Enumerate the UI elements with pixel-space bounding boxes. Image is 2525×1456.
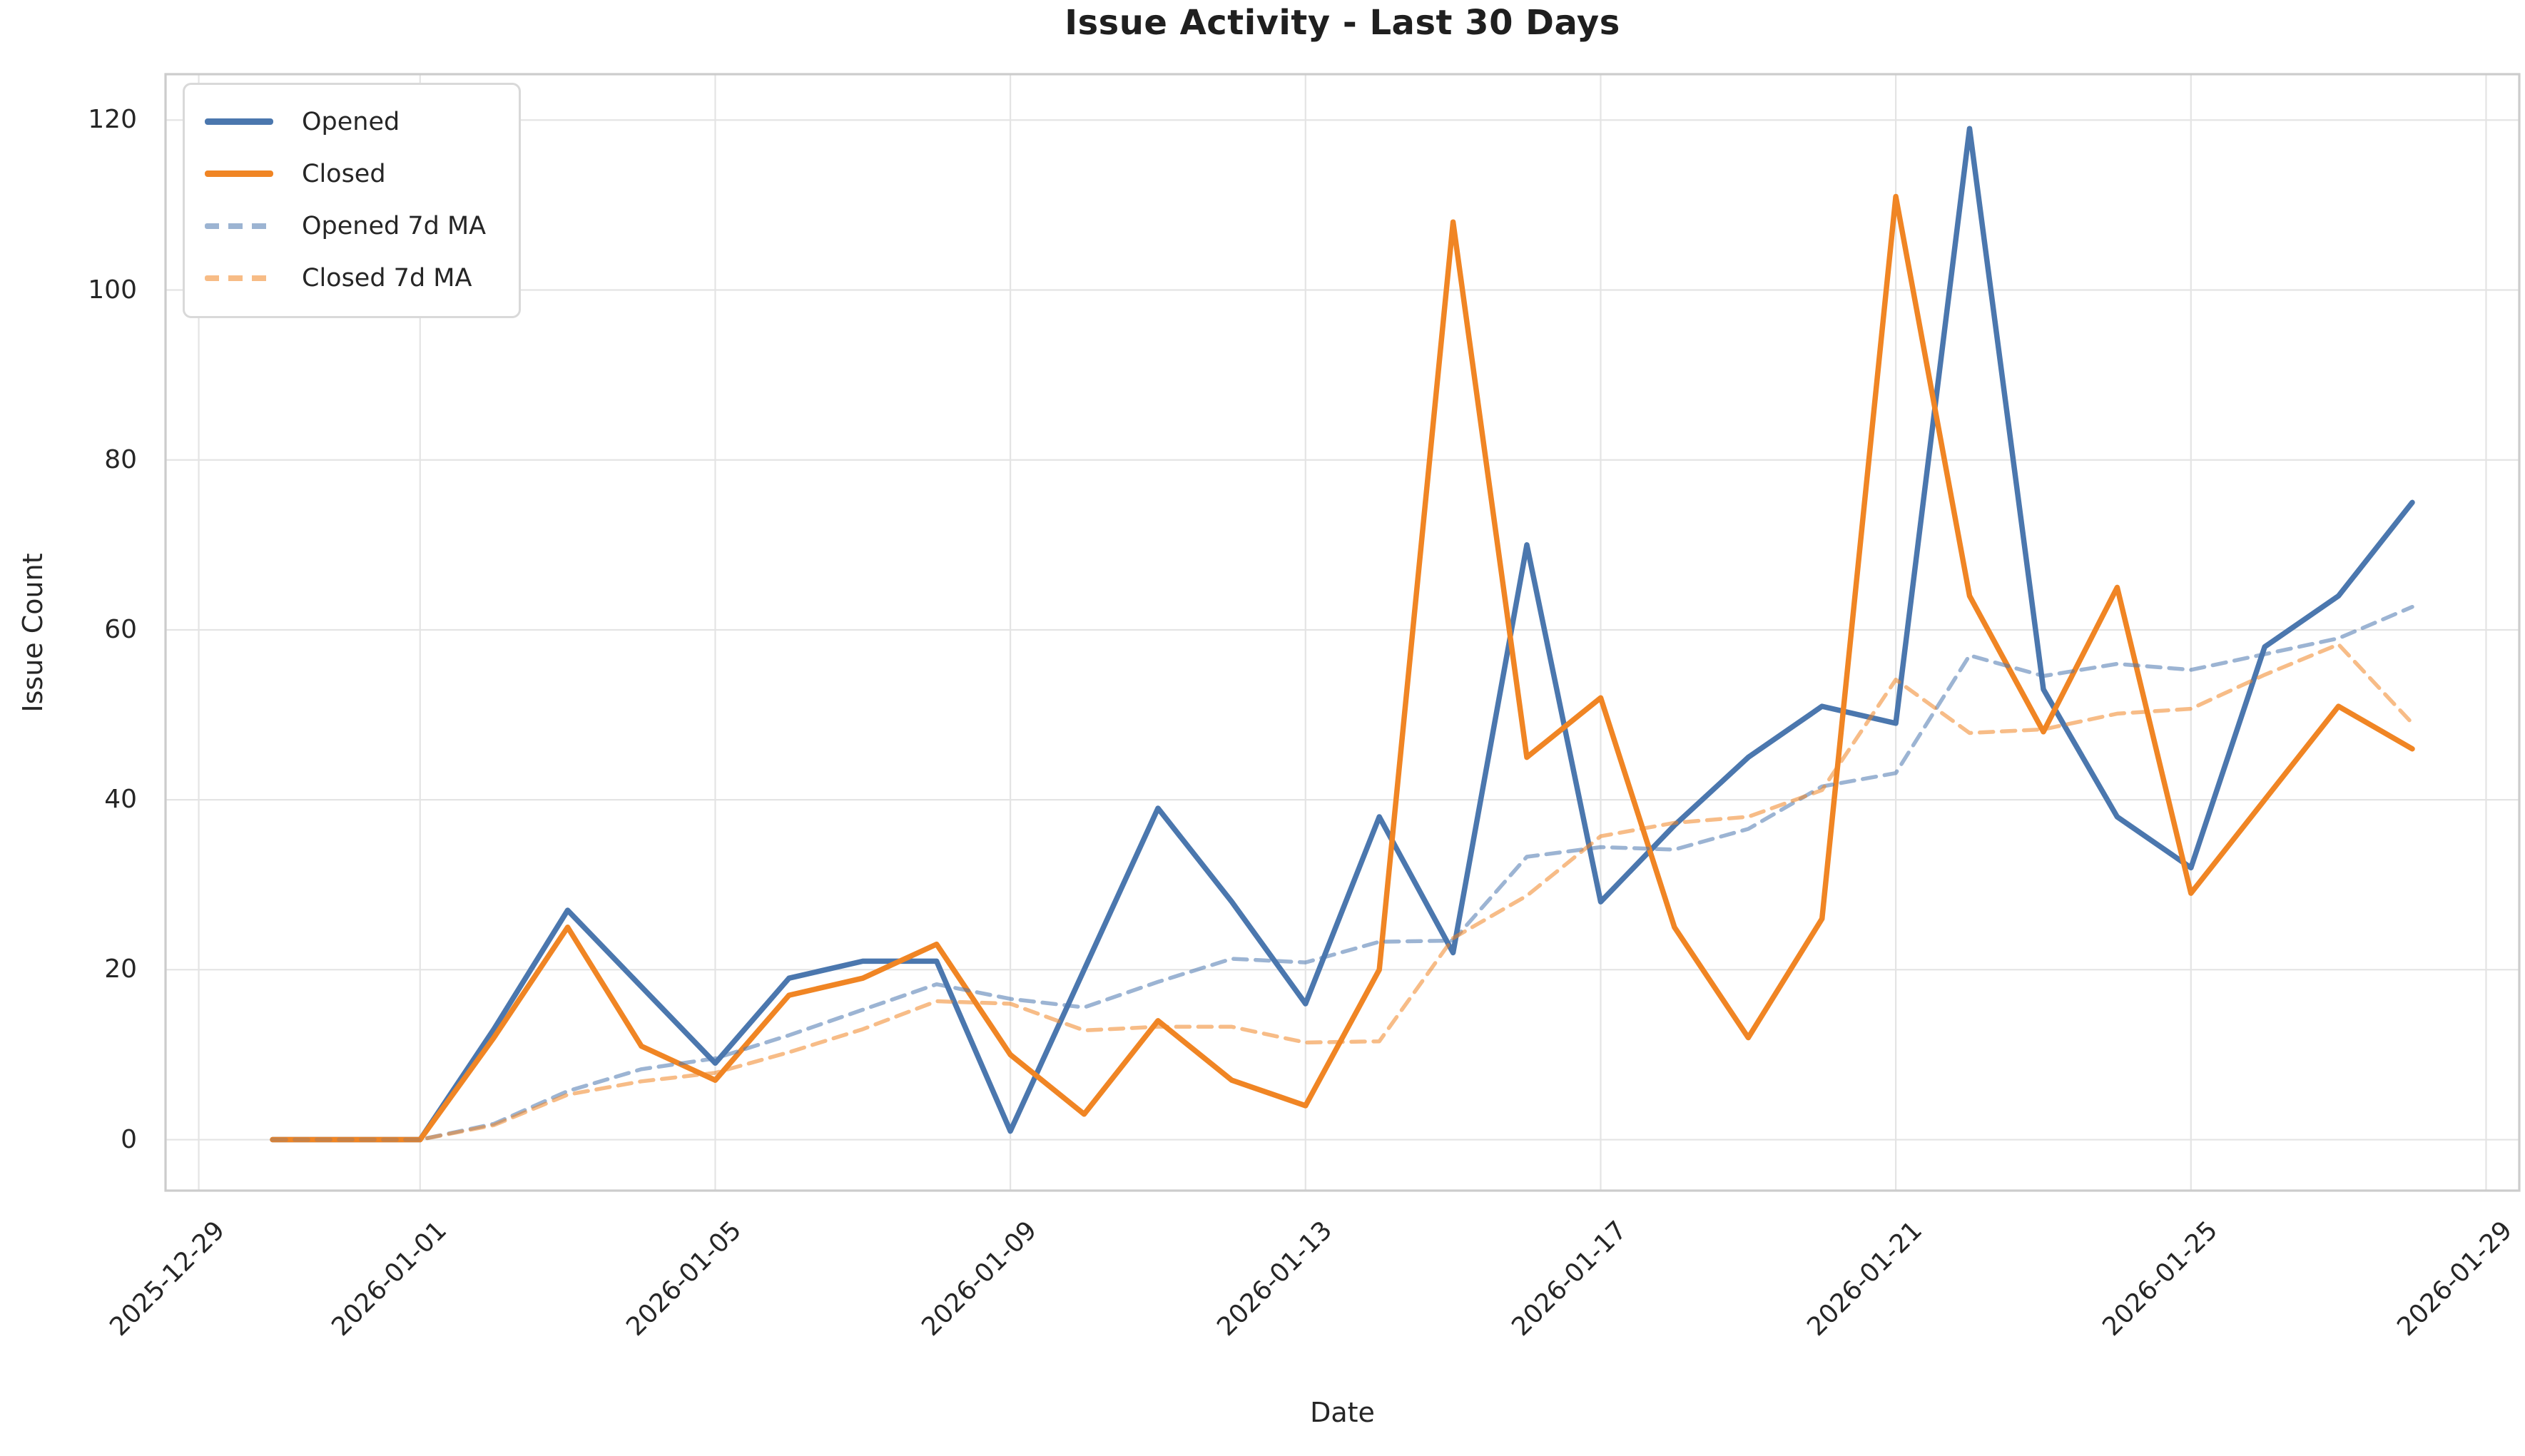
- series-line-closed: [270, 193, 2415, 1143]
- y-tick-label: 120: [88, 105, 137, 135]
- series-line-opened-7d-ma: [270, 604, 2414, 1142]
- legend-item-closed: Closed: [205, 157, 486, 190]
- legend-item-opened: Opened: [205, 105, 486, 138]
- legend: Opened Closed Opened 7d MA Closed 7d MA: [183, 83, 522, 318]
- legend-label: Opened 7d MA: [302, 211, 487, 240]
- y-tick-label: 80: [104, 444, 137, 474]
- legend-item-closed-7d-ma: Closed 7d MA: [205, 261, 486, 295]
- dashed-line-swatch: [205, 275, 273, 281]
- series-line-closed-7d-ma: [270, 642, 2414, 1142]
- legend-label: Opened: [302, 107, 400, 136]
- y-tick-label: 0: [121, 1124, 137, 1154]
- x-axis-label: Date: [1310, 1397, 1375, 1428]
- y-tick-label: 40: [104, 785, 137, 815]
- chart-title: Issue Activity - Last 30 Days: [1065, 3, 1620, 43]
- y-tick-label: 100: [88, 275, 137, 305]
- solid-line-swatch: [205, 118, 273, 125]
- y-tick-label: 20: [104, 954, 137, 984]
- dashed-line-swatch: [205, 223, 273, 229]
- legend-label: Closed: [302, 159, 386, 188]
- legend-label: Closed 7d MA: [302, 263, 472, 292]
- y-tick-label: 60: [104, 614, 137, 644]
- solid-line-swatch: [205, 170, 273, 177]
- legend-item-opened-7d-ma: Opened 7d MA: [205, 209, 486, 243]
